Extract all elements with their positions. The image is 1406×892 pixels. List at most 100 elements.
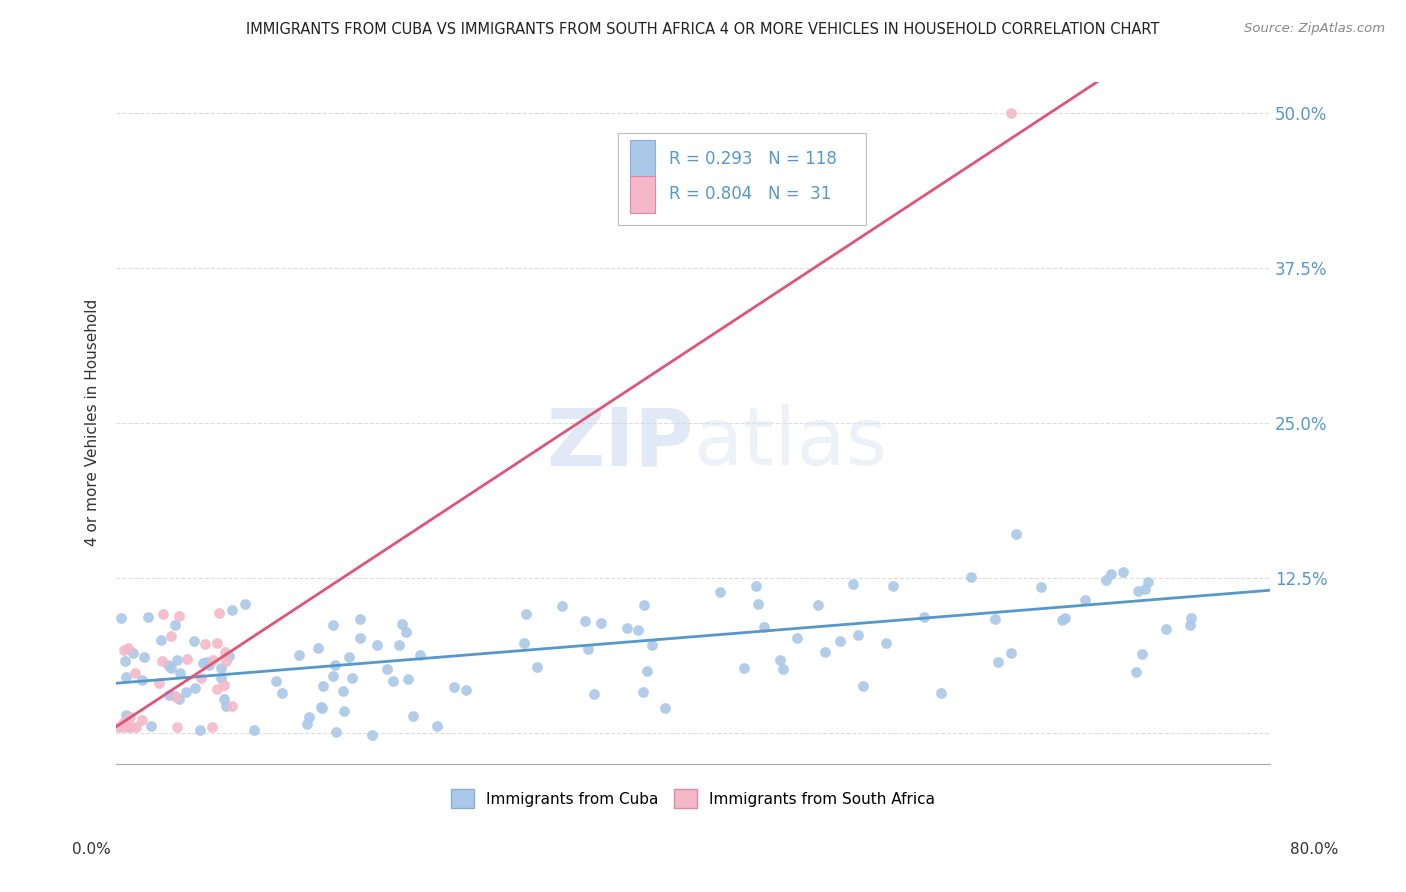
Point — [1095, 573, 1118, 587]
Point — [1178, 617, 1201, 632]
Point — [169, 666, 191, 681]
Point — [307, 641, 329, 656]
Point — [391, 616, 413, 631]
Point — [131, 713, 153, 727]
Point — [183, 634, 205, 648]
Point — [366, 638, 388, 652]
Point — [443, 680, 465, 694]
Point — [311, 701, 333, 715]
Point — [1154, 622, 1177, 636]
Point — [208, 607, 231, 621]
Y-axis label: 4 or more Vehicles in Household: 4 or more Vehicles in Household — [86, 299, 100, 547]
Point — [882, 579, 904, 593]
Point — [312, 679, 335, 693]
Point — [1073, 592, 1095, 607]
Point — [115, 670, 138, 684]
FancyBboxPatch shape — [630, 140, 655, 178]
Point — [1130, 647, 1153, 661]
Point — [807, 598, 830, 612]
Point — [120, 720, 142, 734]
Point — [205, 636, 228, 650]
Point — [166, 720, 188, 734]
Point — [747, 598, 769, 612]
Point — [513, 636, 536, 650]
Point — [288, 648, 311, 662]
Point — [184, 681, 207, 695]
Point — [426, 718, 449, 732]
Point — [115, 707, 138, 722]
Point — [176, 652, 198, 666]
Point — [270, 686, 292, 700]
Point — [912, 609, 935, 624]
Point — [1112, 565, 1135, 579]
Point — [340, 671, 363, 685]
Point — [1126, 583, 1149, 598]
Point — [150, 633, 173, 648]
Point — [195, 655, 218, 669]
Point — [576, 641, 599, 656]
Point — [1052, 614, 1074, 628]
Point — [589, 616, 612, 631]
Point — [112, 716, 135, 731]
Point — [325, 725, 347, 739]
Point — [349, 612, 371, 626]
Point — [1125, 665, 1147, 679]
Point — [209, 671, 232, 685]
Point — [160, 661, 183, 675]
Point — [574, 614, 596, 628]
Text: IMMIGRANTS FROM CUBA VS IMMIGRANTS FROM SOUTH AFRICA 4 OR MORE VEHICLES IN HOUSE: IMMIGRANTS FROM CUBA VS IMMIGRANTS FROM … — [246, 22, 1160, 37]
Point — [394, 624, 416, 639]
FancyBboxPatch shape — [619, 133, 866, 225]
Point — [124, 666, 146, 681]
Point — [297, 716, 319, 731]
Point — [375, 662, 398, 676]
Point — [150, 655, 173, 669]
Point — [193, 656, 215, 670]
Point — [846, 628, 869, 642]
Point — [1000, 106, 1022, 120]
Point — [1137, 575, 1160, 590]
Point — [139, 719, 162, 733]
Point — [582, 687, 605, 701]
Point — [515, 607, 537, 622]
Point — [633, 599, 655, 613]
Point — [117, 640, 139, 655]
Point — [745, 579, 768, 593]
Point — [454, 682, 477, 697]
Point — [221, 603, 243, 617]
Point — [163, 689, 186, 703]
Point — [1029, 580, 1052, 594]
Point — [215, 698, 238, 713]
Point — [136, 609, 159, 624]
Point — [929, 686, 952, 700]
Point — [198, 657, 221, 672]
Point — [190, 671, 212, 685]
Point — [221, 699, 243, 714]
Point — [117, 720, 139, 734]
Point — [786, 631, 808, 645]
Point — [132, 650, 155, 665]
Point — [1180, 611, 1202, 625]
Point — [322, 618, 344, 632]
Point — [409, 648, 432, 663]
Point — [215, 654, 238, 668]
Point — [641, 638, 664, 652]
Point — [205, 682, 228, 697]
Point — [752, 620, 775, 634]
Point — [212, 691, 235, 706]
Point — [298, 710, 321, 724]
Text: ZIP: ZIP — [546, 404, 693, 483]
Point — [209, 661, 232, 675]
Point — [157, 688, 180, 702]
Point — [984, 612, 1007, 626]
Point — [616, 621, 638, 635]
Point — [188, 723, 211, 738]
Point — [160, 629, 183, 643]
Point — [332, 684, 354, 698]
Point — [323, 658, 346, 673]
Point — [174, 685, 197, 699]
Point — [167, 692, 190, 706]
Point — [110, 611, 132, 625]
Point — [212, 678, 235, 692]
Point — [148, 676, 170, 690]
